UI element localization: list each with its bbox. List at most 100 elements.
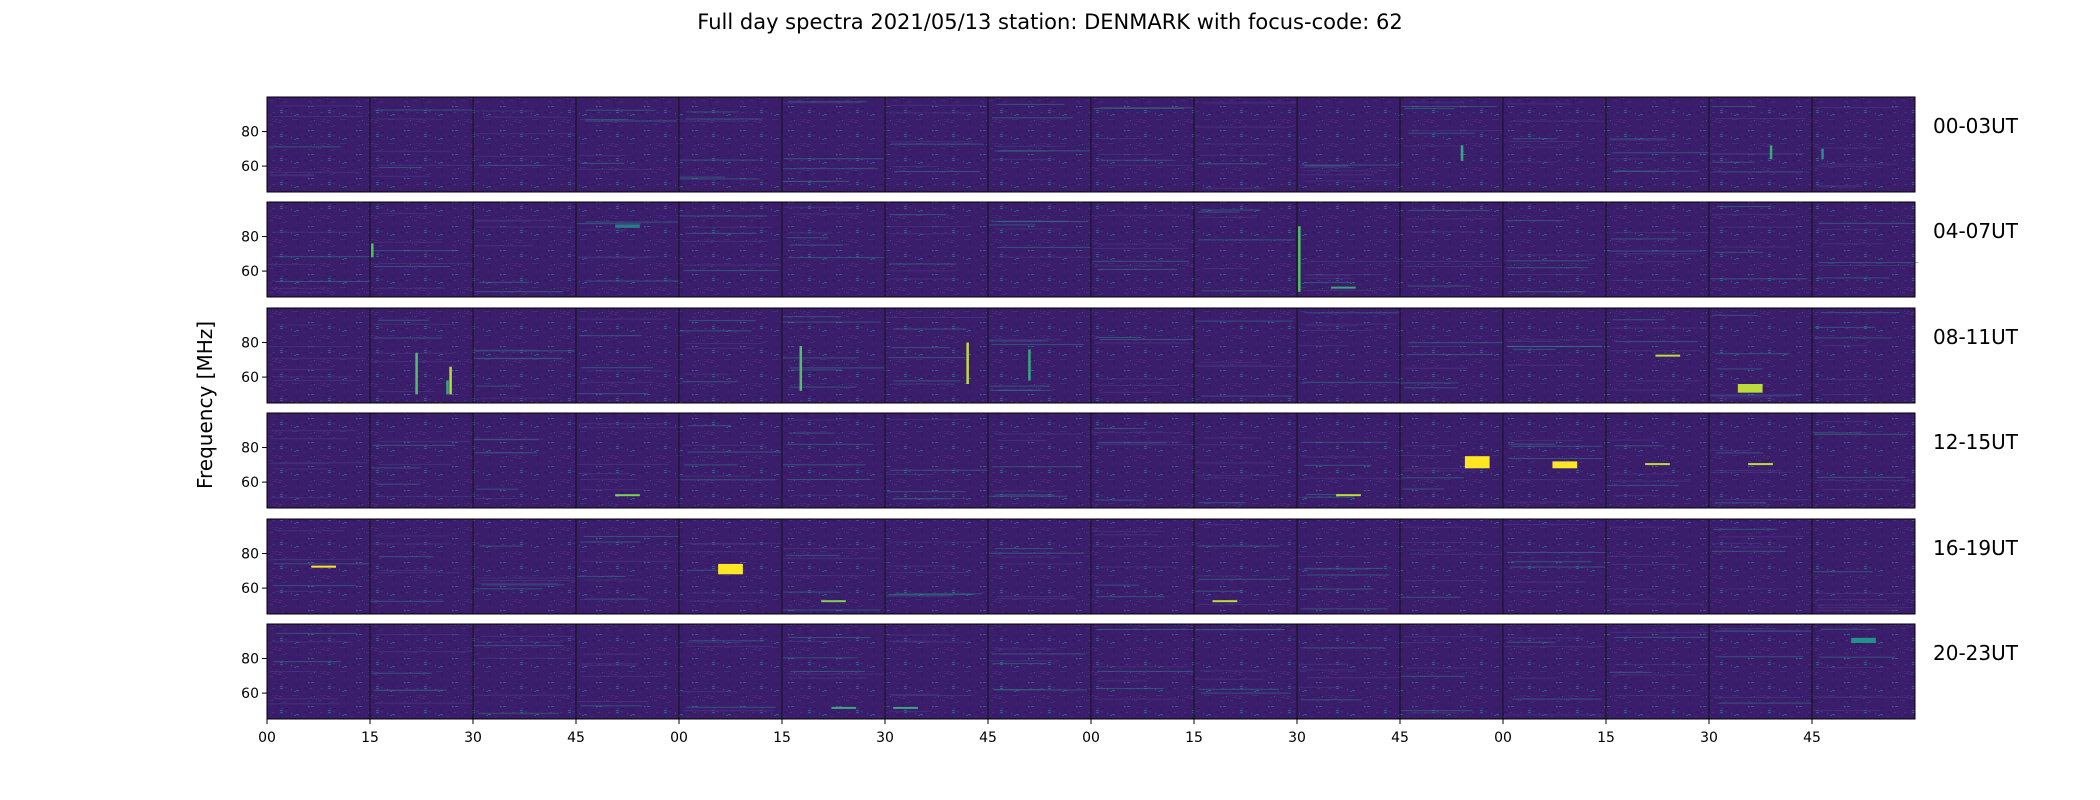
- interference-streak: [996, 596, 1074, 598]
- interference-streak: [1821, 394, 1873, 396]
- interference-streak: [1093, 342, 1191, 344]
- interference-streak: [681, 240, 768, 242]
- interference-streak: [1194, 364, 1269, 366]
- interference-streak: [1612, 319, 1665, 321]
- interference-streak: [888, 693, 940, 695]
- interference-streak: [1097, 670, 1197, 672]
- interference-streak: [373, 337, 443, 339]
- interference-streak: [1194, 678, 1264, 680]
- interference-streak: [893, 380, 961, 382]
- interference-streak: [1091, 530, 1165, 532]
- interference-streak: [1203, 267, 1250, 269]
- radio-burst: [446, 380, 449, 395]
- interference-streak: [1400, 382, 1459, 384]
- interference-streak: [1508, 581, 1586, 583]
- interference-streak: [1613, 495, 1661, 497]
- spectrum-panel: [1503, 413, 1606, 508]
- interference-streak: [275, 590, 323, 592]
- interference-streak: [1096, 265, 1163, 267]
- interference-streak: [1506, 260, 1590, 262]
- interference-streak: [473, 357, 563, 359]
- interference-streak: [1096, 336, 1142, 338]
- interference-streak: [1302, 381, 1406, 383]
- interference-streak: [1818, 262, 1919, 264]
- interference-streak: [681, 479, 776, 481]
- interference-streak: [373, 689, 447, 691]
- interference-streak: [372, 543, 451, 545]
- spectrum-panel: [1091, 308, 1194, 403]
- interference-streak: [1615, 341, 1698, 343]
- interference-streak: [1508, 291, 1586, 293]
- x-tick-label: 30: [1700, 730, 1718, 746]
- interference-streak: [1611, 152, 1714, 154]
- spectrum-panel: [1709, 413, 1812, 508]
- interference-streak: [273, 380, 360, 382]
- interference-streak: [786, 237, 829, 239]
- x-tick-label: 15: [773, 730, 791, 746]
- interference-streak: [1195, 474, 1279, 476]
- interference-streak: [1303, 274, 1352, 276]
- interference-streak: [1820, 312, 1899, 314]
- interference-streak: [1300, 588, 1374, 590]
- interference-streak: [1512, 138, 1558, 140]
- interference-streak: [1510, 274, 1597, 276]
- spectrum-panel: [267, 308, 370, 403]
- interference-streak: [679, 215, 768, 217]
- interference-streak: [679, 159, 759, 161]
- spectrum-panel: [885, 308, 988, 403]
- interference-streak: [478, 583, 559, 585]
- interference-streak: [1609, 250, 1703, 252]
- interference-streak: [375, 483, 421, 485]
- interference-streak: [1812, 709, 1882, 711]
- interference-streak: [889, 711, 932, 713]
- row-label: 08-11UT: [1933, 325, 2019, 349]
- interference-streak: [892, 328, 967, 330]
- row-label: 20-23UT: [1933, 641, 2019, 665]
- interference-streak: [481, 584, 565, 586]
- interference-streak: [1715, 656, 1804, 658]
- interference-streak: [276, 632, 357, 634]
- interference-streak: [685, 645, 773, 647]
- interference-streak: [473, 349, 539, 351]
- interference-streak: [682, 542, 786, 544]
- interference-streak: [1818, 607, 1914, 609]
- interference-streak: [272, 462, 368, 464]
- interference-streak: [988, 224, 1036, 226]
- interference-streak: [890, 141, 973, 143]
- interference-streak: [1610, 327, 1708, 329]
- interference-streak: [580, 229, 626, 231]
- interference-streak: [1711, 161, 1755, 163]
- interference-streak: [687, 600, 758, 602]
- interference-streak: [893, 166, 938, 168]
- interference-streak: [1507, 552, 1608, 554]
- interference-streak: [685, 347, 756, 349]
- interference-streak: [1401, 454, 1451, 456]
- interference-streak: [268, 463, 330, 465]
- spectra-row-12-15UT: 80 60 12-15UT: [241, 412, 2019, 509]
- interference-streak: [1200, 692, 1291, 694]
- interference-streak: [273, 468, 328, 470]
- interference-streak: [271, 231, 358, 233]
- y-tick-label: 60: [241, 686, 259, 702]
- interference-streak: [1094, 534, 1159, 536]
- interference-streak: [1401, 106, 1497, 108]
- interference-streak: [577, 256, 658, 258]
- interference-streak: [1197, 575, 1240, 577]
- interference-streak: [1301, 441, 1388, 443]
- interference-streak: [477, 577, 578, 579]
- interference-streak: [887, 634, 956, 636]
- interference-streak: [1097, 441, 1183, 443]
- interference-streak: [889, 226, 973, 228]
- interference-streak: [1194, 320, 1293, 322]
- spectrum-panel: [782, 202, 885, 297]
- interference-streak: [581, 675, 666, 677]
- spectrum-panel: [1812, 202, 1915, 297]
- interference-streak: [1198, 688, 1280, 690]
- spectrum-panel: [885, 413, 988, 508]
- interference-streak: [1406, 354, 1493, 356]
- interference-streak: [270, 174, 314, 176]
- interference-streak: [267, 703, 340, 705]
- interference-streak: [1507, 345, 1603, 347]
- interference-streak: [1812, 432, 1862, 434]
- interference-streak: [1714, 502, 1766, 504]
